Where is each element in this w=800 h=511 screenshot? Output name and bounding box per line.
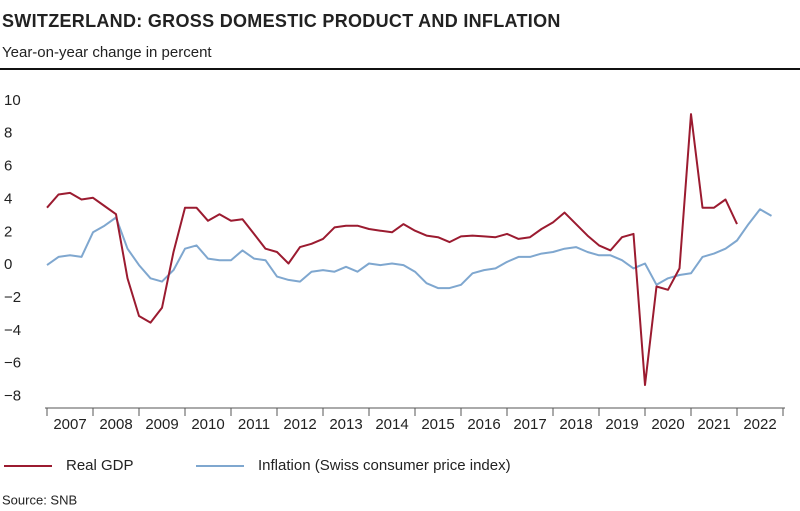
x-tick-label: 2007 (53, 416, 86, 433)
y-tick-label: −8 (4, 387, 21, 404)
legend-label: Inflation (Swiss consumer price index) (258, 457, 511, 474)
x-tick-label: 2018 (559, 416, 592, 433)
x-tick-label: 2016 (467, 416, 500, 433)
y-tick-label: −6 (4, 355, 21, 372)
x-tick-label: 2021 (697, 416, 730, 433)
x-tick-label: 2008 (99, 416, 132, 433)
chart-subtitle: Year-on-year change in percent (2, 44, 212, 61)
x-tick-label: 2017 (513, 416, 546, 433)
x-tick-label: 2020 (651, 416, 684, 433)
y-tick-label: 0 (4, 256, 12, 273)
x-tick-label: 2015 (421, 416, 454, 433)
x-tick-label: 2010 (191, 416, 224, 433)
x-tick-label: 2012 (283, 416, 316, 433)
x-tick-label: 2014 (375, 416, 408, 433)
x-tick-label: 2009 (145, 416, 178, 433)
y-tick-label: 10 (4, 92, 21, 109)
y-tick-label: 6 (4, 158, 12, 175)
x-tick-label: 2011 (238, 416, 270, 433)
series-line (46, 208, 772, 290)
legend-label: Real GDP (66, 457, 134, 474)
y-tick-label: 8 (4, 125, 12, 142)
y-tick-label: −2 (4, 289, 21, 306)
y-tick-label: 4 (4, 190, 12, 207)
source-note: Source: SNB (2, 492, 77, 507)
y-tick-label: 2 (4, 223, 12, 240)
chart-title: SWITZERLAND: GROSS DOMESTIC PRODUCT AND … (2, 11, 561, 31)
x-tick-label: 2019 (605, 416, 638, 433)
x-tick-label: 2022 (743, 416, 776, 433)
x-tick-label: 2013 (329, 416, 362, 433)
series-line (46, 113, 738, 386)
y-tick-label: −4 (4, 322, 21, 339)
